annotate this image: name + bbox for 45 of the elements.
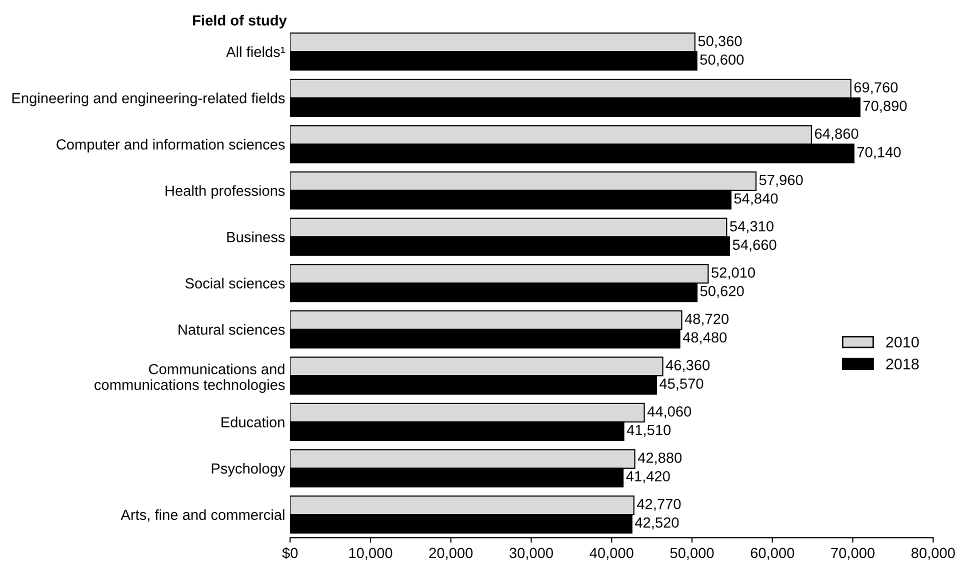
data-label: 45,570 xyxy=(660,378,704,391)
x-tick-label: 80,000 xyxy=(911,548,955,560)
data-label: 70,140 xyxy=(857,147,901,160)
data-label: 41,420 xyxy=(626,471,670,484)
y-tick-label: Computer and information sciences xyxy=(56,138,285,152)
data-label: 48,720 xyxy=(684,314,729,326)
y-tick-label: Business xyxy=(227,231,285,242)
data-label: 64,860 xyxy=(814,128,858,141)
data-label: 41,510 xyxy=(626,424,671,437)
y-tick-label: Arts, fine and commercial xyxy=(120,509,284,522)
data-label: 52,010 xyxy=(712,267,755,280)
legend-label: 2010 xyxy=(886,336,919,348)
legend-label: 2018 xyxy=(886,358,919,370)
y-axis-title: Field of study xyxy=(193,14,287,28)
data-label: 54,310 xyxy=(730,221,774,234)
x-tick-label: $0 xyxy=(282,547,298,560)
y-tick-label: Communications and communications technologies xyxy=(94,364,285,393)
data-label: 50,620 xyxy=(700,286,744,298)
data-label: 57,960 xyxy=(759,174,803,187)
data-label: 54,660 xyxy=(732,240,776,252)
x-tick-label: 10,000 xyxy=(349,548,392,560)
data-label: 48,480 xyxy=(682,332,727,344)
y-tick-label: Social sciences xyxy=(185,278,285,289)
y-tick-label: Health professions xyxy=(166,185,285,199)
data-label: 44,060 xyxy=(647,406,692,418)
data-label: 70,890 xyxy=(863,100,907,113)
y-tick-label: Engineering and engineering-related fields xyxy=(12,92,285,106)
data-label: 42,520 xyxy=(634,517,679,530)
x-tick-label: 70,000 xyxy=(831,548,875,560)
x-tick-label: 40,000 xyxy=(590,548,634,560)
data-label: 42,880 xyxy=(638,452,682,465)
x-tick-label: 20,000 xyxy=(429,548,473,560)
x-tick-label: 60,000 xyxy=(750,548,794,560)
data-label: 46,360 xyxy=(666,360,710,372)
y-tick-label: Psychology xyxy=(212,462,286,477)
y-tick-label: All fields¹ xyxy=(226,46,285,58)
data-label: 42,770 xyxy=(637,498,681,511)
x-tick-label: 30,000 xyxy=(510,548,553,560)
data-label: 54,840 xyxy=(734,193,778,206)
y-tick-label: Natural sciences xyxy=(178,324,285,335)
y-tick-label: Education xyxy=(222,416,284,428)
data-label: 69,760 xyxy=(854,82,898,94)
data-label: 50,600 xyxy=(700,54,744,66)
x-tick-label: 50,000 xyxy=(670,548,714,560)
data-label: 50,360 xyxy=(698,36,742,48)
